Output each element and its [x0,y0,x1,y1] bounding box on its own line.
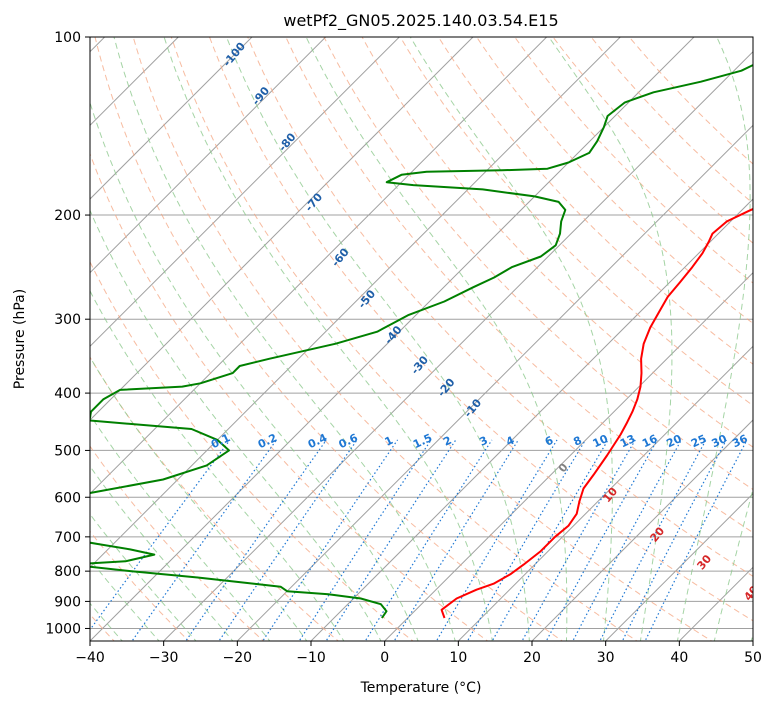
dewpoint-profile-line [90,63,753,619]
isotherm-line [90,37,548,495]
moist-adiabat-line [676,37,751,641]
y-tick-label: 300 [54,312,81,328]
x-tick-label: 30 [597,650,615,666]
mixing-ratio-line [545,439,658,641]
x-tick-label: 10 [449,650,467,666]
x-tick-label: −10 [296,650,326,666]
dry-adiabat-line [132,37,638,641]
isotherm-line [90,37,622,569]
moist-adiabat-line [113,37,456,641]
mixing-ratio-label: 25 [689,432,708,450]
mixing-ratio-label: 30 [710,432,730,450]
mixing-ratio-line [298,439,432,641]
y-axis: 1000 900 800 700 600 500 400 300 200 100 [45,30,90,637]
mixing-ratio-label: 10 [591,432,611,450]
y-axis-label: Pressure (hPa) [12,289,28,389]
moist-adiabat-line [163,37,493,641]
isotherm-line [90,37,474,421]
grid-layer [90,37,753,641]
mixing-ratio-line [599,439,707,641]
moist-adiabat-line [225,37,530,641]
moist-adiabat-line [90,465,234,641]
x-axis-label: Temperature (°C) [360,680,482,696]
moist-adiabat-line [409,37,613,641]
y-tick-label: 400 [54,386,81,402]
mixing-ratio-line [572,439,682,641]
moist-adiabat-line [305,37,568,641]
moist-adiabat-line [90,289,345,641]
mixing-ratio-line [131,439,278,641]
plot-frame [89,36,754,642]
mixing-ratio-label: 13 [618,432,637,450]
temperature-profile-line [440,207,753,619]
y-tick-label: 900 [54,594,81,610]
x-tick-label: −30 [149,650,179,666]
y-tick-label: 700 [54,530,81,546]
y-tick-label: 600 [54,490,81,506]
isotherm-line [90,37,253,200]
y-tick-label: 100 [54,30,81,46]
isotherm-line [310,198,753,641]
isotherm-line [383,271,753,641]
x-axis: −40 −30 −20 −10 0 10 20 30 40 50 [75,641,762,666]
dry-adiabat-line [94,37,564,641]
moist-adiabat-line [90,356,308,641]
x-tick-label: 50 [744,650,762,666]
moist-adiabat-label: 40 [741,583,761,603]
y-tick-label: 1000 [45,621,81,637]
dry-adiabat-line [90,356,340,641]
y-tick-label: 200 [54,208,81,224]
x-tick-label: 0 [380,650,389,666]
x-tick-label: −40 [75,650,105,666]
isotherm-line [236,124,753,641]
mixing-ratio-line [466,439,587,641]
x-tick-label: 40 [670,650,688,666]
moist-adiabat-line [90,413,271,641]
chart-title: wetPf2_GN05.2025.140.03.54.E15 [283,11,558,31]
mixing-ratio-line [325,439,457,641]
y-tick-label: 800 [54,564,81,580]
mixing-ratio-label: 16 [640,432,660,450]
x-tick-label: −20 [223,650,253,666]
isotherm-line [604,492,753,641]
dry-adiabat-line [90,260,414,641]
dry-adiabat-line [90,152,489,641]
mixing-ratio-line [393,439,519,641]
isotherm-line [90,37,327,274]
y-tick-label: 500 [54,443,81,459]
mixing-ratio-line [262,439,399,641]
isotherm-line [162,50,753,641]
x-tick-label: 20 [523,650,541,666]
mixing-ratio-line [491,439,609,641]
mixing-ratio-label: 20 [664,432,684,450]
moist-adiabat-line [713,487,753,641]
moist-adiabat-line [548,37,673,641]
moist-adiabat-line [90,209,382,641]
series-layer [90,63,753,619]
mixing-ratio-label: 36 [730,432,750,450]
isotherm-line [531,419,753,641]
dry-adiabat-line [208,37,753,622]
mixing-ratio-line [435,439,558,641]
isotherm-line [90,37,401,348]
mixing-ratio-line [364,439,493,641]
dry-adiabat-line [514,37,753,284]
isotherm-line [457,345,753,641]
